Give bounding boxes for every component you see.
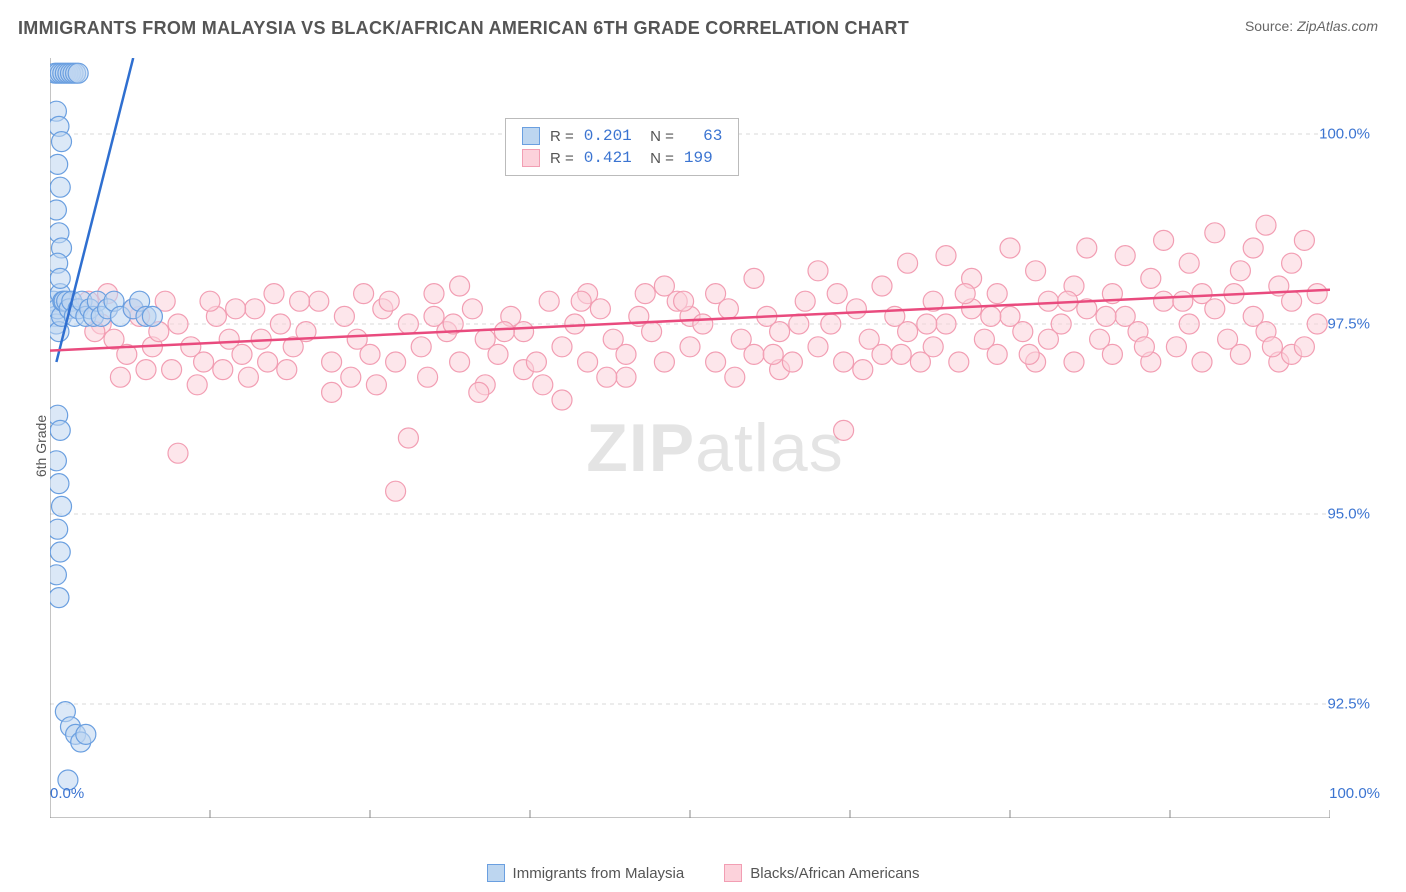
chart-header: IMMIGRANTS FROM MALAYSIA VS BLACK/AFRICA… [0, 0, 1406, 47]
legend-swatch-blue [522, 127, 540, 145]
n-value-blue: 63 [684, 127, 722, 145]
y-tick-label: 97.5% [1327, 316, 1370, 333]
chart-title: IMMIGRANTS FROM MALAYSIA VS BLACK/AFRICA… [18, 18, 909, 39]
x-tick-label: 0.0% [50, 785, 84, 802]
x-tick-label: 100.0% [1329, 785, 1380, 802]
y-tick-label: 95.0% [1327, 506, 1370, 523]
n-value-pink: 199 [684, 149, 713, 167]
correlation-legend: R = 0.201 N = 63 R = 0.421 N = 199 [505, 118, 739, 176]
bottom-legend-blue: Immigrants from Malaysia [487, 864, 685, 882]
source-value: ZipAtlas.com [1297, 18, 1378, 34]
legend-row-pink: R = 0.421 N = 199 [522, 147, 722, 169]
bottom-label-blue: Immigrants from Malaysia [513, 865, 685, 882]
r-value-blue: 0.201 [584, 127, 632, 145]
r-value-pink: 0.421 [584, 149, 632, 167]
legend-swatch-pink [522, 149, 540, 167]
bottom-legend: Immigrants from Malaysia Blacks/African … [0, 864, 1406, 882]
chart-source: Source: ZipAtlas.com [1245, 18, 1378, 34]
bottom-swatch-blue [487, 864, 505, 882]
y-tick-label: 100.0% [1319, 126, 1370, 143]
y-axis-label: 6th Grade [33, 415, 49, 477]
chart-area: ZIPatlas R = 0.201 N = 63 R = 0.421 N = … [50, 58, 1380, 838]
legend-row-blue: R = 0.201 N = 63 [522, 125, 722, 147]
bottom-swatch-pink [724, 864, 742, 882]
bottom-label-pink: Blacks/African Americans [750, 865, 919, 882]
source-label: Source: [1245, 18, 1293, 34]
bottom-legend-pink: Blacks/African Americans [724, 864, 919, 882]
y-tick-label: 92.5% [1327, 696, 1370, 713]
